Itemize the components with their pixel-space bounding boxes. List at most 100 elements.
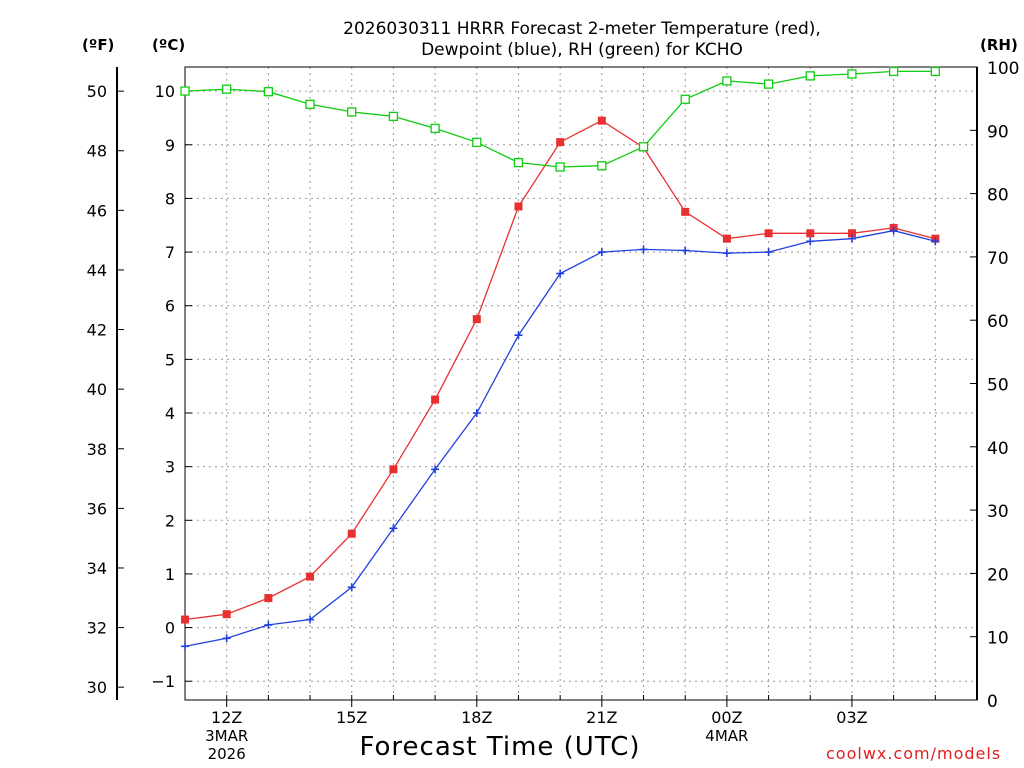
rh-point <box>930 66 940 77</box>
rh-point <box>888 66 899 77</box>
dewpoint-point <box>639 245 648 254</box>
rh-tick-label: 30 <box>987 502 1009 522</box>
rh-point <box>222 84 232 94</box>
fahrenheit-tick-label: 32 <box>87 619 107 638</box>
rh-point <box>388 111 399 122</box>
temperature-point <box>222 610 231 619</box>
rh-point <box>638 142 649 152</box>
rh-point <box>763 79 774 89</box>
temperature-point <box>306 572 315 581</box>
temperature-point <box>556 138 565 147</box>
fahrenheit-tick-label: 36 <box>87 499 107 518</box>
rh-point <box>513 157 524 168</box>
temperature-point <box>389 465 398 474</box>
plot-frame <box>184 66 978 701</box>
rh-tick-label: 60 <box>987 312 1009 332</box>
dewpoint-point <box>306 615 315 624</box>
rh-point <box>680 94 690 104</box>
celsius-tick-label: 10 <box>155 82 175 101</box>
rh-point <box>430 123 440 134</box>
temperature-point <box>347 529 356 538</box>
dewpoint-point <box>931 237 940 246</box>
temperature-line <box>184 119 936 621</box>
temperature-point <box>806 229 815 238</box>
celsius-tick-label: 5 <box>165 350 175 369</box>
dewpoint-point <box>806 237 815 246</box>
x-tick-sublabel: 4MAR <box>705 727 748 745</box>
celsius-tick-label: 8 <box>165 189 175 208</box>
rh-tick-label: 0 <box>987 692 998 712</box>
x-tick-label: 21Z <box>586 708 617 727</box>
dewpoint-point <box>347 583 356 592</box>
dewpoint-point <box>222 634 231 643</box>
fahrenheit-tick-label: 30 <box>87 678 107 697</box>
temperature-point <box>431 395 440 404</box>
credit-label: coolwx.com/models <box>826 744 1002 763</box>
rh-tick-label: 20 <box>987 565 1009 585</box>
rh-point <box>555 162 565 172</box>
rh-tick-label: 70 <box>987 249 1009 269</box>
rh-tick-label: 40 <box>987 439 1009 459</box>
fahrenheit-tick-label: 42 <box>87 321 107 340</box>
x-tick-label: 12Z <box>211 708 242 727</box>
x-tick-label: 00Z <box>711 708 742 727</box>
temperature-point <box>514 202 523 211</box>
rh-point <box>597 161 607 171</box>
rh-point <box>263 87 274 97</box>
dewpoint-point <box>514 331 523 340</box>
temperature-point <box>681 207 690 216</box>
rh-point <box>305 99 315 109</box>
celsius-tick-label: −1 <box>151 672 175 691</box>
temperature-point <box>472 315 481 324</box>
x-tick-sublabel: 3MAR <box>205 727 248 745</box>
temperature-point <box>181 615 189 624</box>
rh-point <box>180 86 190 96</box>
dewpoint-point <box>722 249 731 258</box>
fahrenheit-tick-label: 40 <box>87 380 107 399</box>
rh-tick-label: 80 <box>987 186 1009 206</box>
dewpoint-point <box>764 248 773 257</box>
fahrenheit-unit-label: (ºF) <box>82 36 115 54</box>
temperature-point <box>722 234 731 243</box>
rh-tick-label: 10 <box>987 629 1009 649</box>
rh-tick-label: 50 <box>987 376 1009 396</box>
rh-point <box>722 76 732 86</box>
fahrenheit-tick-label: 48 <box>87 142 107 161</box>
rh-point <box>347 107 357 117</box>
rh-point <box>472 137 482 147</box>
rh-point <box>847 69 857 79</box>
rh-unit-label: (RH) <box>980 36 1018 54</box>
dewpoint-point <box>847 234 856 243</box>
celsius-tick-label: 2 <box>165 511 175 530</box>
temperature-point <box>847 229 856 238</box>
dewpoint-point <box>264 620 273 629</box>
rh-point <box>805 71 815 81</box>
fahrenheit-tick-label: 50 <box>87 82 107 101</box>
temperature-point <box>764 229 773 238</box>
x-tick-label: 18Z <box>461 708 492 727</box>
fahrenheit-tick-label: 38 <box>87 440 107 459</box>
fahrenheit-tick-label: 46 <box>87 201 107 220</box>
celsius-tick-label: 6 <box>165 297 175 316</box>
dewpoint-point <box>472 409 481 418</box>
dewpoint-point <box>556 269 565 278</box>
rh-tick-label: 90 <box>987 122 1009 142</box>
celsius-tick-label: 0 <box>165 619 175 638</box>
dewpoint-point <box>181 642 189 651</box>
chart-title-line-2: Dewpoint (blue), RH (green) for KCHO <box>421 40 743 60</box>
celsius-tick-label: 3 <box>165 458 175 477</box>
rh-tick-label: 100 <box>987 59 1019 79</box>
chart-title-line-1: 2026030311 HRRR Forecast 2-meter Tempera… <box>343 19 821 39</box>
celsius-unit-label: (ºC) <box>152 36 186 54</box>
dewpoint-point <box>597 248 606 257</box>
celsius-tick-label: 1 <box>165 565 175 584</box>
dewpoint-point <box>389 524 398 533</box>
x-tick-sublabel: 2026 <box>208 745 246 763</box>
temperature-point <box>264 594 273 603</box>
x-axis-label: Forecast Time (UTC) <box>359 732 641 762</box>
celsius-tick-label: 7 <box>165 243 175 262</box>
celsius-tick-label: 4 <box>165 404 175 423</box>
fahrenheit-tick-label: 44 <box>87 261 107 280</box>
dewpoint-point <box>681 246 690 255</box>
